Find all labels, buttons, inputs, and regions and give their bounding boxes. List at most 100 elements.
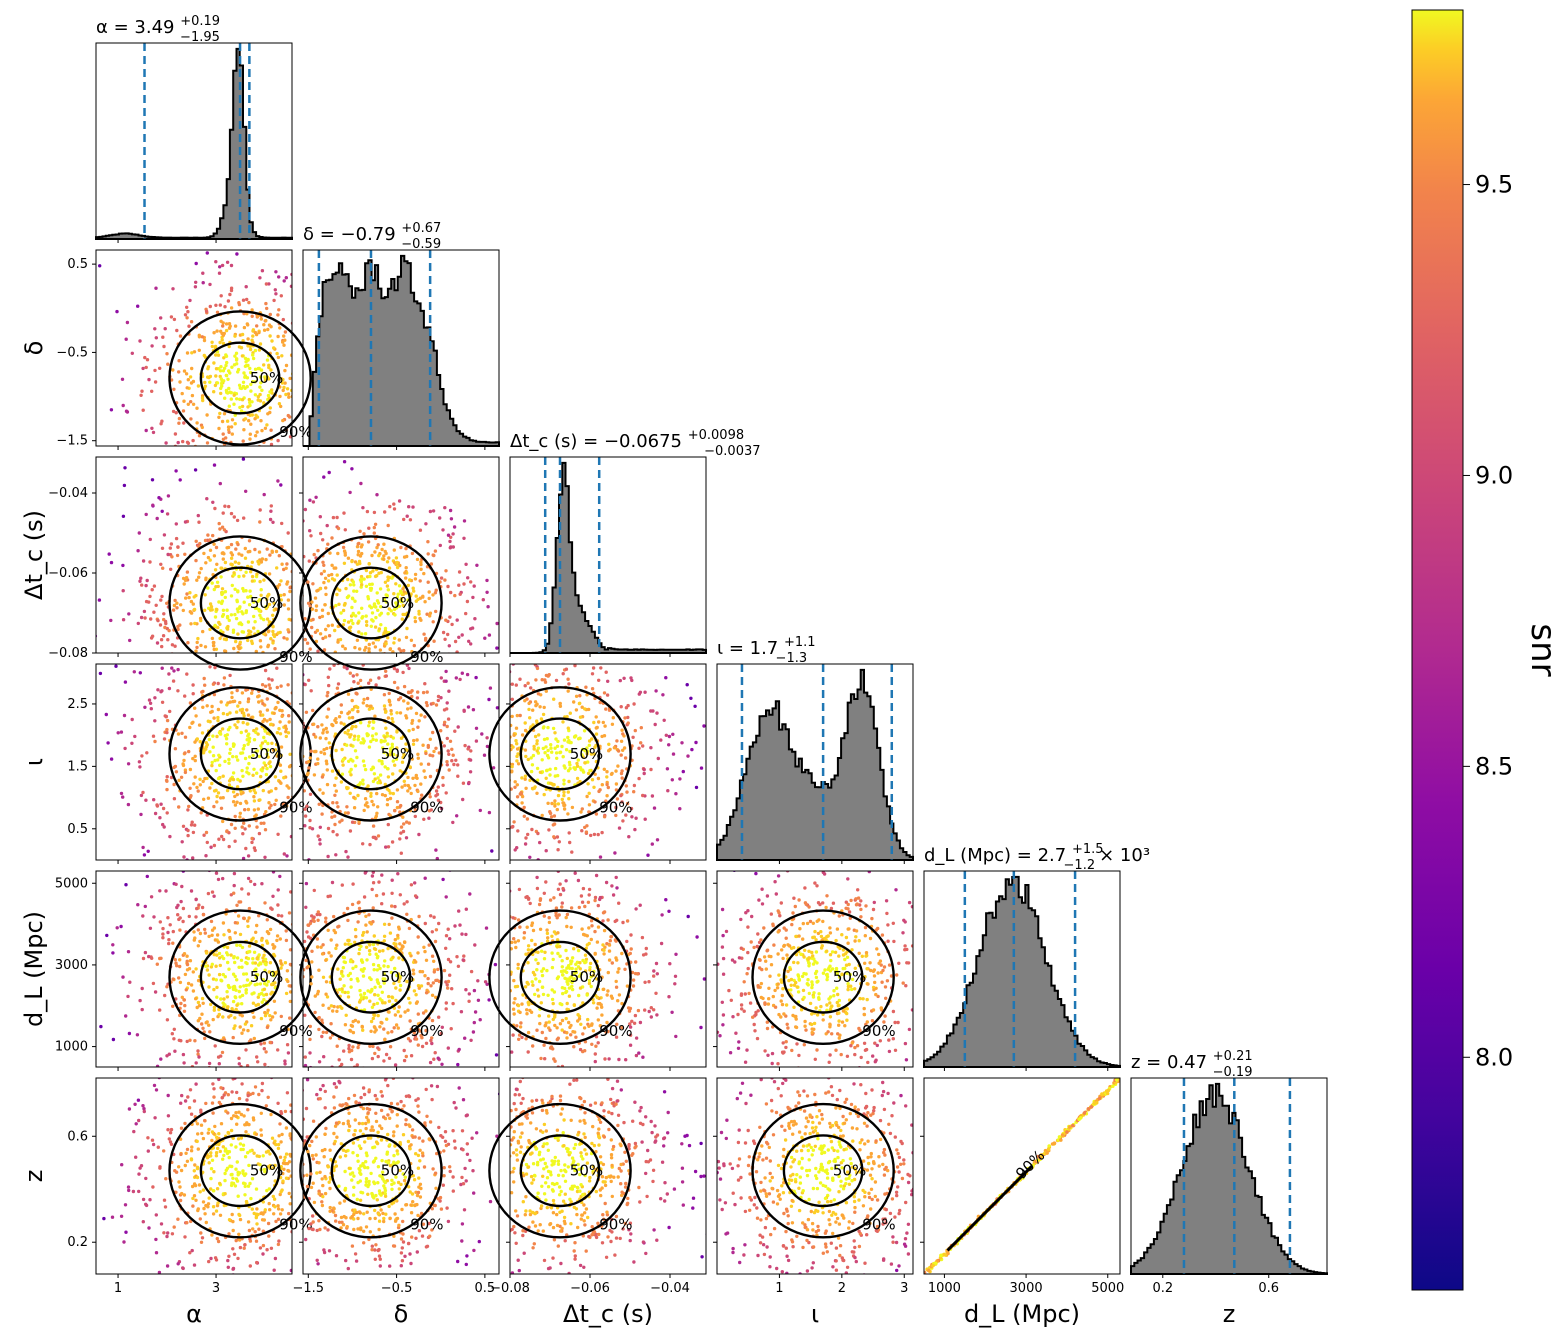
x-tick-label: −0.08 xyxy=(490,1281,530,1296)
panel-z-vs-iota: 50% 90% 1 2 3 xyxy=(713,1077,914,1296)
contour-90 xyxy=(299,686,443,822)
y-tick-label: 0.6 xyxy=(67,1129,88,1144)
y-axis-label-dtc: Δt_c (s) xyxy=(20,510,48,600)
contour-label-90: 90% xyxy=(279,1022,312,1040)
scatter-iota-vs-dtc xyxy=(510,664,706,860)
panel-dl-vs-alpha: 50% 90% 1000 3000 5000 xyxy=(55,870,313,1071)
panel-frame xyxy=(923,870,1121,1068)
panel-grid: 50%90%−1.5−0.50.550%90%−0.08−0.06−0.0450… xyxy=(48,42,1328,1296)
contour-label-50: 50% xyxy=(833,1162,866,1180)
contour-label-50: 50% xyxy=(381,1162,414,1180)
x-tick-label: 1 xyxy=(775,1281,783,1296)
x-tick-label: −0.5 xyxy=(381,1281,413,1296)
colorbar-tick-label: 9.0 xyxy=(1475,461,1513,489)
title-dl: d_L (Mpc) = 2.7 +1.5 −1.2 × 10³ xyxy=(924,842,1150,873)
contour-50 xyxy=(519,1134,601,1208)
contour-90 xyxy=(168,686,312,822)
contour-90 xyxy=(751,909,895,1046)
y-tick-label: −1.5 xyxy=(56,434,88,449)
y-tick-label: 0.5 xyxy=(67,257,88,272)
histogram-iota xyxy=(716,668,914,861)
colorbar: 8.0 8.5 9.0 9.5 snr xyxy=(1411,9,1563,1291)
panel-dtc-vs-alpha: 50% 90% −0.08 −0.06 −0.04 xyxy=(48,456,313,671)
contour-label-50: 50% xyxy=(833,968,866,986)
contour-90 xyxy=(299,909,443,1046)
x-tick-label: 5000 xyxy=(1091,1281,1124,1296)
contour-90 xyxy=(168,310,312,446)
y-tick-label: −0.5 xyxy=(56,345,88,360)
contour-label-90: 90% xyxy=(862,1022,895,1040)
panel-iota-vs-dtc: 50% 90% xyxy=(488,663,707,864)
panel-z-vs-dtc: 50% 90% −0.08 −0.06 −0.04 xyxy=(488,1077,707,1296)
panel-dl-vs-dtc: 50% 90% xyxy=(488,870,707,1071)
x-axis-label-delta: δ xyxy=(394,1300,409,1328)
panel-frame xyxy=(509,663,707,861)
x-tick-label: 1000 xyxy=(928,1281,961,1296)
y-axis-label-z: z xyxy=(20,1170,48,1183)
colorbar-label: snr xyxy=(1523,623,1563,676)
contour-50 xyxy=(330,940,412,1014)
contour-label-50: 50% xyxy=(570,1162,603,1180)
panel-alpha-vs-alpha xyxy=(95,42,293,243)
panel-z-vs-z: 0.2 0.6 xyxy=(1130,1077,1328,1296)
contour-90 xyxy=(488,909,632,1046)
contour-50 xyxy=(199,566,281,640)
panel-frame xyxy=(509,1077,707,1275)
colorbar-tick-label: 8.0 xyxy=(1475,1043,1513,1071)
panel-z-vs-dl: 90%1000 3000 5000 xyxy=(920,1077,1124,1296)
y-tick-label: 2.5 xyxy=(67,697,88,712)
histogram-dtc xyxy=(510,461,707,654)
contour-90 xyxy=(168,1102,312,1239)
y-tick-label: 0.2 xyxy=(67,1235,88,1250)
panel-frame xyxy=(716,1077,914,1275)
panel-frame xyxy=(302,1077,500,1275)
scatter-z-vs-alpha xyxy=(102,1078,292,1274)
contour-90 xyxy=(751,1102,895,1239)
histogram-alpha xyxy=(95,47,293,240)
y-axis-label-iota: ι xyxy=(20,758,48,766)
x-tick-label: 0.5 xyxy=(475,1281,496,1296)
panel-z-vs-delta: 50% 90% −1.5 −0.5 0.5 xyxy=(293,1077,500,1296)
panel-frame xyxy=(302,870,500,1068)
y-tick-label: −0.08 xyxy=(48,646,88,661)
panel-frame xyxy=(302,249,500,447)
y-axis-label-dl: d_L (Mpc) xyxy=(20,911,48,1027)
panel-frame xyxy=(95,249,293,447)
contour-label-90: 90% xyxy=(279,1216,312,1234)
y-tick-label: 5000 xyxy=(55,876,88,891)
contour-label-90: 90% xyxy=(279,423,312,441)
contour-50 xyxy=(199,940,281,1014)
x-tick-label: −1.5 xyxy=(293,1281,325,1296)
contour-label-90: 90% xyxy=(862,1216,895,1234)
scatter-z-vs-delta xyxy=(303,1078,499,1271)
panel-frame xyxy=(1130,1077,1328,1275)
colorbar-tick-label: 8.5 xyxy=(1475,752,1513,780)
x-tick-label: 2 xyxy=(838,1281,846,1296)
title-dtc: Δt_c (s) = −0.0675 +0.0098 −0.0037 xyxy=(510,428,761,459)
contour-label-50: 50% xyxy=(250,369,283,387)
scatter-iota-vs-delta xyxy=(303,664,499,860)
x-axis-label-dtc: Δt_c (s) xyxy=(563,1300,653,1328)
panel-frame xyxy=(95,456,293,654)
panel-z-vs-alpha: 50% 90% 1 3 0.2 0.6 xyxy=(67,1077,313,1296)
contour-label-90: 90% xyxy=(410,648,443,666)
panel-iota-vs-alpha: 50% 90% 0.5 1.5 2.5 xyxy=(67,663,313,864)
panel-frame xyxy=(509,456,707,654)
scatter-dl-vs-iota xyxy=(717,871,913,1067)
contour-50 xyxy=(519,717,601,791)
contour-50 xyxy=(782,1134,864,1208)
panel-delta-vs-delta xyxy=(302,249,500,450)
contour-50 xyxy=(199,717,281,791)
contour-label-90: 90% xyxy=(410,799,443,817)
panel-frame xyxy=(95,1077,293,1275)
panel-dtc-vs-delta: 50% 90% xyxy=(299,456,500,671)
panel-frame xyxy=(302,663,500,861)
contour-90 xyxy=(299,535,443,671)
contour-90 xyxy=(299,1102,443,1239)
title-iota: ι = 1.7 +1.1 −1.3 xyxy=(717,635,816,666)
axis-labels: α δ Δt_c (s) ι d_L (Mpc) z δ Δt_c (s) ι d_L (Mpc)… xyxy=(20,341,1235,1328)
histogram-z xyxy=(1130,1082,1328,1275)
contour-label-90: 90% xyxy=(599,1216,632,1234)
contour-line xyxy=(946,1165,1033,1252)
contour-label-90: 90% xyxy=(279,648,312,666)
